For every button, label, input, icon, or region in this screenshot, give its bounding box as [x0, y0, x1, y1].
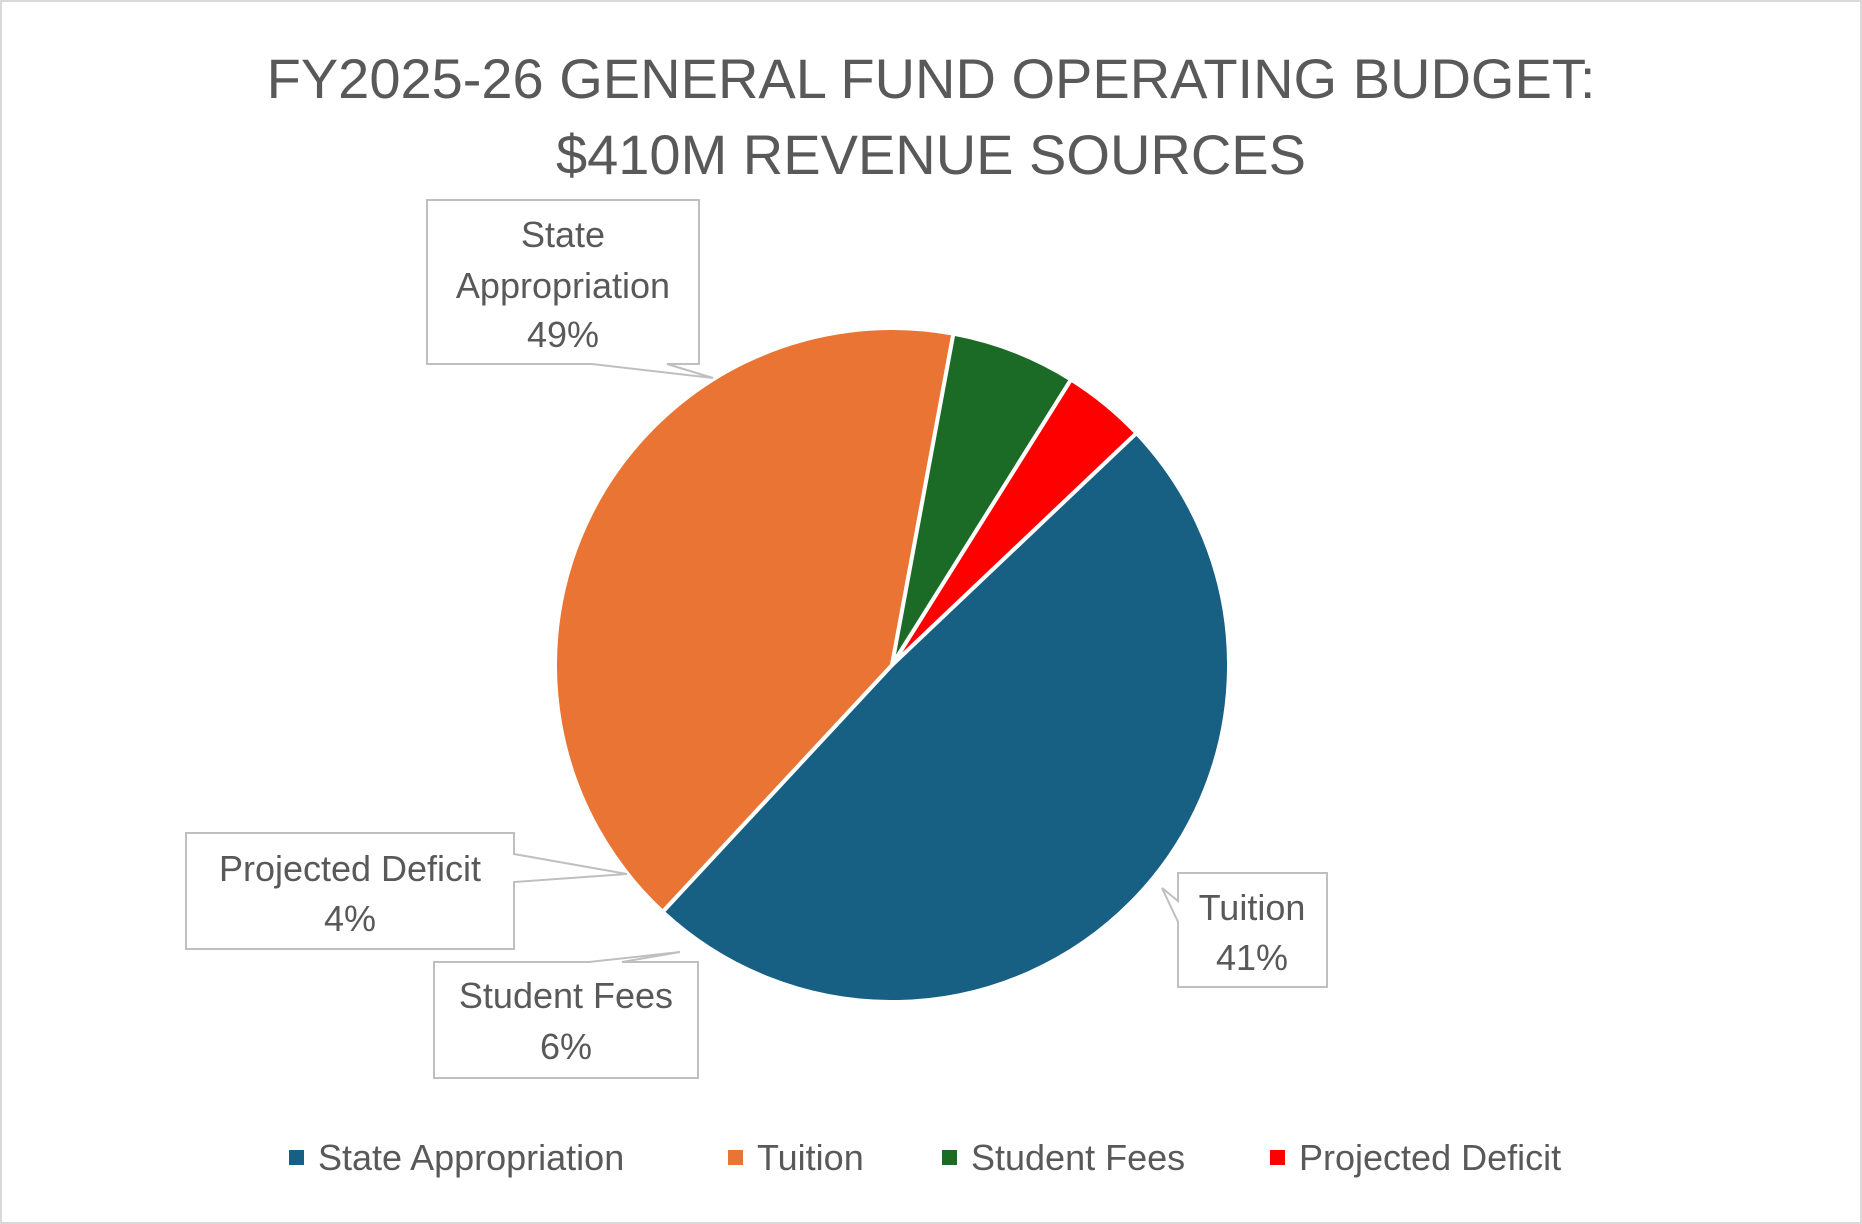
chart-legend: State Appropriation Tuition Student Fees… [289, 1137, 1561, 1178]
data-label-callouts: State Appropriation 49% Tuition 41% Stud… [185, 199, 1328, 1079]
legend-swatch-tuition [728, 1150, 743, 1165]
callout-text-student-fees-name: Student Fees [459, 975, 673, 1016]
legend-swatch-projected-deficit [1270, 1150, 1285, 1165]
callout-text-state-appropriation-value: 49% [527, 314, 599, 355]
pie-slice-state-appropriation [660, 431, 1232, 1004]
legend-label-projected-deficit: Projected Deficit [1299, 1137, 1561, 1178]
chart-title-line-1: FY2025-26 GENERAL FUND OPERATING BUDGET: [267, 47, 1596, 110]
legend-item-projected-deficit: Projected Deficit [1270, 1137, 1561, 1178]
legend-label-student-fees: Student Fees [971, 1137, 1185, 1178]
data-label-student-fees: Student Fees 6% [433, 951, 699, 1079]
legend-item-tuition: Tuition [728, 1137, 864, 1178]
chart-title-line-2: $410M REVENUE SOURCES [556, 123, 1306, 186]
callout-box-state-appropriation [426, 199, 714, 379]
data-label-state-appropriation: State Appropriation 49% [426, 199, 714, 379]
callout-text-state-appropriation-name-1: State [521, 214, 605, 255]
legend-swatch-state-appropriation [289, 1150, 304, 1165]
callout-text-tuition-name: Tuition [1199, 887, 1306, 928]
callout-text-student-fees-value: 6% [540, 1026, 592, 1067]
pie-slice-tuition [553, 325, 956, 914]
legend-item-student-fees: Student Fees [942, 1137, 1185, 1178]
callout-text-state-appropriation-name-2: Appropriation [456, 265, 670, 306]
callout-text-projected-deficit-name: Projected Deficit [219, 848, 481, 889]
callout-box-tuition [1161, 872, 1328, 988]
data-label-projected-deficit: Projected Deficit 4% [185, 832, 628, 950]
callout-box-projected-deficit [185, 832, 628, 950]
chart-title: FY2025-26 GENERAL FUND OPERATING BUDGET:… [267, 47, 1596, 186]
callout-text-tuition-value: 41% [1216, 937, 1288, 978]
legend-label-state-appropriation: State Appropriation [318, 1137, 624, 1178]
pie-slices [553, 325, 1232, 1004]
pie-slice-student-fees [890, 331, 1074, 667]
legend-label-tuition: Tuition [757, 1137, 864, 1178]
legend-item-state-appropriation: State Appropriation [289, 1137, 624, 1178]
callout-text-projected-deficit-value: 4% [324, 898, 376, 939]
callout-box-student-fees [433, 951, 699, 1079]
pie-slice-projected-deficit [890, 377, 1139, 667]
legend-swatch-student-fees [942, 1150, 957, 1165]
data-label-tuition: Tuition 41% [1161, 872, 1328, 988]
